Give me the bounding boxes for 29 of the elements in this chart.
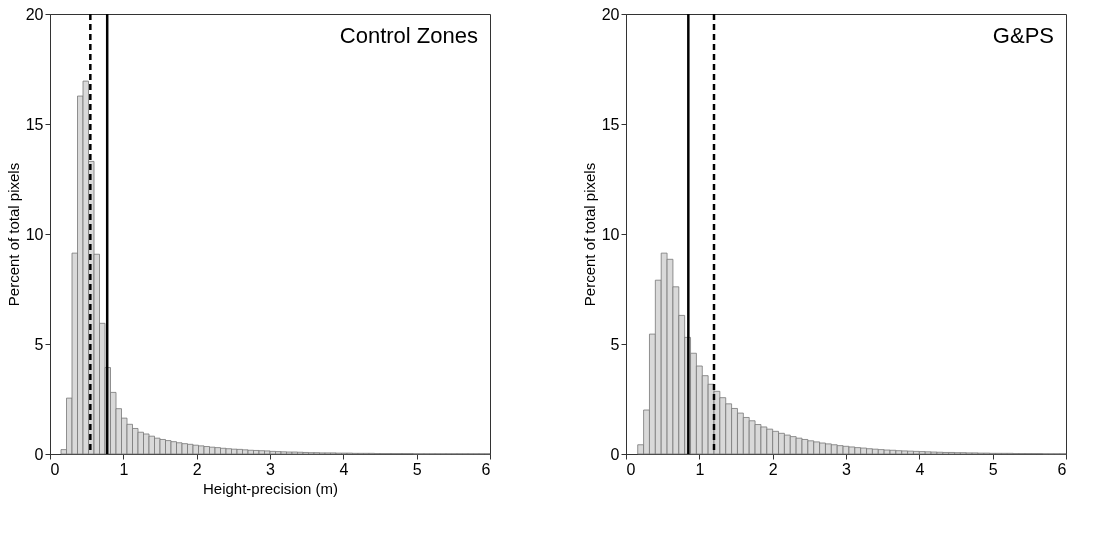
annotation: Control Zones [339,23,478,48]
y-tick-label: 5 [34,335,44,353]
x-tick-label: 3 [266,460,276,478]
y-tick-label: 10 [601,225,620,243]
x-tick-label: 0 [626,460,636,478]
y-tick-label: 15 [601,115,620,133]
annotation: G&PS [992,23,1054,48]
x-tick-label: 1 [119,460,129,478]
y-tick-label: 0 [34,445,44,463]
x-tick-label: 4 [915,460,925,478]
x-tick-label: 4 [339,460,349,478]
y-tick-label: 5 [610,335,620,353]
x-tick-label: 2 [192,460,202,478]
x-tick-label: 3 [842,460,852,478]
x-tick-label: 2 [768,460,778,478]
x-tick-label: 6 [1057,460,1067,478]
x-tick-label: 1 [695,460,705,478]
y-tick-label: 15 [25,115,44,133]
y-tick-label: 10 [25,225,44,243]
y-tick-label: 0 [610,445,620,463]
y-tick-label: 20 [601,5,620,23]
x-tick-label: 5 [988,460,998,478]
y-axis-title: Percent of total pixels [580,162,598,307]
y-tick-label: 20 [25,5,44,23]
y-axis-title: Percent of total pixels [4,162,22,307]
x-tick-label: 0 [50,460,60,478]
x-tick-label: 6 [481,460,491,478]
x-axis-title: Height-precision (m) [202,479,339,497]
x-tick-label: 5 [412,460,422,478]
